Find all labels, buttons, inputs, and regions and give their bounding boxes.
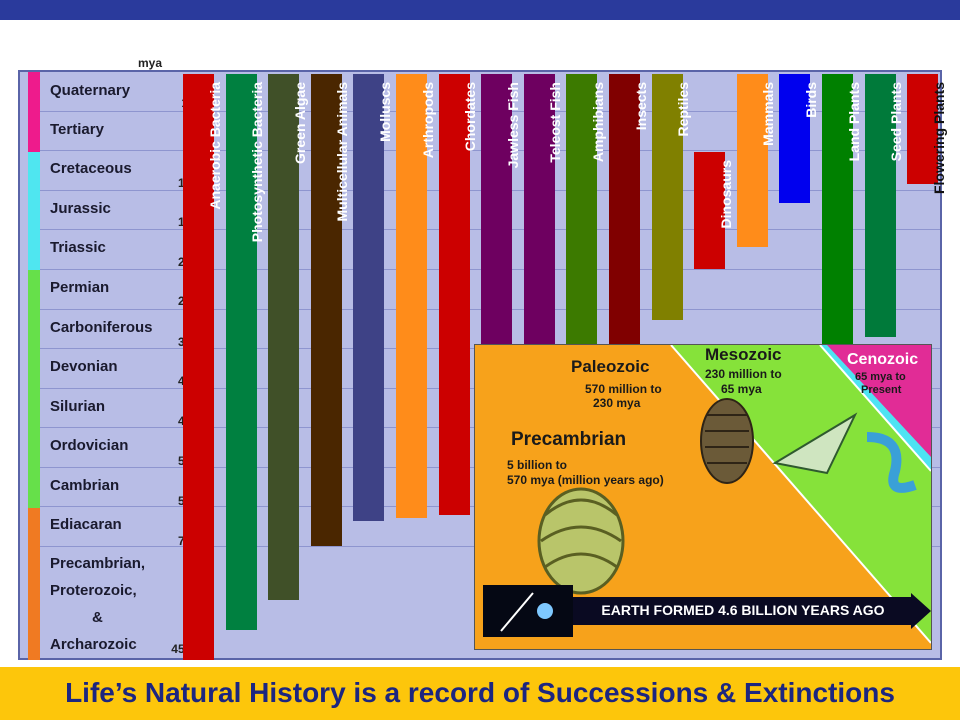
lineage-bar: Anaerobic Bacteria — [183, 74, 223, 660]
sea-creature-illustration — [866, 432, 917, 493]
lineage-bar-label: Birds — [802, 82, 819, 118]
precambrian-label-line: Archarozoic — [50, 636, 137, 653]
period-label: Permian — [50, 279, 110, 296]
lineage-bar-label: Mammals — [760, 82, 777, 146]
lineage-bar-label: Arthropods — [419, 82, 436, 159]
lineage-bar: Chordates — [438, 74, 478, 516]
precambrian-label-line: Precambrian, — [50, 555, 146, 572]
era-strip-mesozoic — [28, 152, 40, 270]
period-label: Cretaceous — [50, 160, 132, 177]
lineage-bar-label: Molluscs — [376, 82, 393, 142]
earth-arrow — [573, 597, 913, 625]
lineage-bar-label: Jawless Fish — [504, 82, 521, 169]
precambrian-label-line: & — [92, 609, 103, 626]
precambrian-desc-1: 5 billion to — [507, 458, 567, 472]
period-label-precambrian: Precambrian, Proterozoic, & Archarozoic — [50, 550, 145, 658]
lineage-bar: Dinosaurs — [694, 152, 734, 269]
era-strip-paleozoic — [28, 270, 40, 508]
paleozoic-desc-2: 230 mya — [593, 396, 641, 410]
period-label: Devonian — [50, 358, 118, 375]
earth-formed-label: EARTH FORMED 4.6 BILLION YEARS AGO — [601, 602, 885, 618]
period-label: Ordovician — [50, 437, 129, 454]
period-label: Ediacaran — [50, 516, 122, 533]
lineage-bar-label: Reptiles — [675, 82, 692, 137]
lineage-bar-label: Multicellular Animals — [334, 82, 351, 222]
lineage-bar: Flowering Plants — [907, 74, 947, 194]
period-label: Quaternary — [50, 82, 131, 99]
cenozoic-title: Cenozoic — [847, 351, 919, 368]
earth-image — [483, 585, 573, 637]
paleozoic-desc-1: 570 million to — [585, 382, 662, 396]
top-bar — [0, 0, 960, 20]
period-label: Triassic — [50, 239, 106, 256]
lineage-bar: Amphibians — [566, 74, 606, 364]
lineage-bar: Mammals — [736, 74, 776, 247]
lineage-bar-label: Dinosaurs — [717, 160, 734, 229]
period-label: Carboniferous — [50, 319, 153, 336]
lineage-bar-label: Anaerobic Bacteria — [206, 82, 223, 210]
slide-caption: Life’s Natural History is a record of Su… — [65, 677, 895, 708]
eras-diagram — [475, 345, 931, 649]
lineage-bar-label: Chordates — [462, 82, 479, 152]
precambrian-label-line: Proterozoic, — [50, 582, 137, 599]
lineage-bar-label: Insects — [632, 82, 649, 131]
lineage-bar: Green Algae — [268, 74, 308, 600]
lineage-bar-label: Green Algae — [291, 82, 308, 164]
lineage-bar-label: Land Plants — [845, 82, 862, 162]
paleozoic-title: Paleozoic — [571, 357, 650, 376]
mesozoic-desc-2: 65 mya — [721, 382, 762, 396]
lineage-bar-label: Flowering Plants — [930, 82, 947, 195]
lineage-bar-label: Photosynthetic Bacteria — [249, 82, 266, 243]
cenozoic-desc-1: 65 mya to — [855, 371, 906, 383]
lineage-bar: Seed Plants — [864, 74, 904, 337]
precambrian-desc-2: 570 mya (million years ago) — [507, 473, 664, 487]
axis-unit-label: mya — [138, 56, 163, 70]
lineage-bar-label: Amphibians — [589, 82, 606, 163]
lineage-bar: Molluscs — [353, 74, 393, 522]
trilobite-illustration — [700, 398, 754, 484]
lineage-bar: Birds — [779, 74, 819, 203]
era-strip-precambrian — [28, 508, 40, 660]
mesozoic-desc-1: 230 million to — [705, 367, 782, 381]
lineage-bar: Reptiles — [651, 74, 691, 321]
lineage-bar-label: Seed Plants — [888, 82, 905, 162]
precambrian-title: Precambrian — [511, 429, 627, 450]
pterosaur-illustration — [772, 412, 858, 475]
geologic-eras-illustration: Precambrian 5 billion to 570 mya (millio… — [474, 344, 932, 650]
lineage-bar: Multicellular Animals — [310, 74, 350, 546]
lineage-bar-label: Teleost Fish — [547, 82, 564, 163]
period-label: Tertiary — [50, 121, 104, 138]
cenozoic-desc-2: Present — [861, 384, 902, 396]
lineage-bar: Arthropods — [396, 74, 436, 519]
footer-banner: Life’s Natural History is a record of Su… — [0, 667, 960, 720]
period-label: Jurassic — [50, 200, 111, 217]
fossil-illustration — [537, 487, 625, 595]
period-label: Cambrian — [50, 477, 120, 494]
lineage-bar: Photosynthetic Bacteria — [225, 74, 265, 630]
lineage-bar: Insects — [609, 74, 649, 372]
mesozoic-title: Mesozoic — [705, 345, 782, 364]
era-strip-cenozoic — [28, 72, 40, 152]
period-label: Silurian — [50, 398, 106, 415]
